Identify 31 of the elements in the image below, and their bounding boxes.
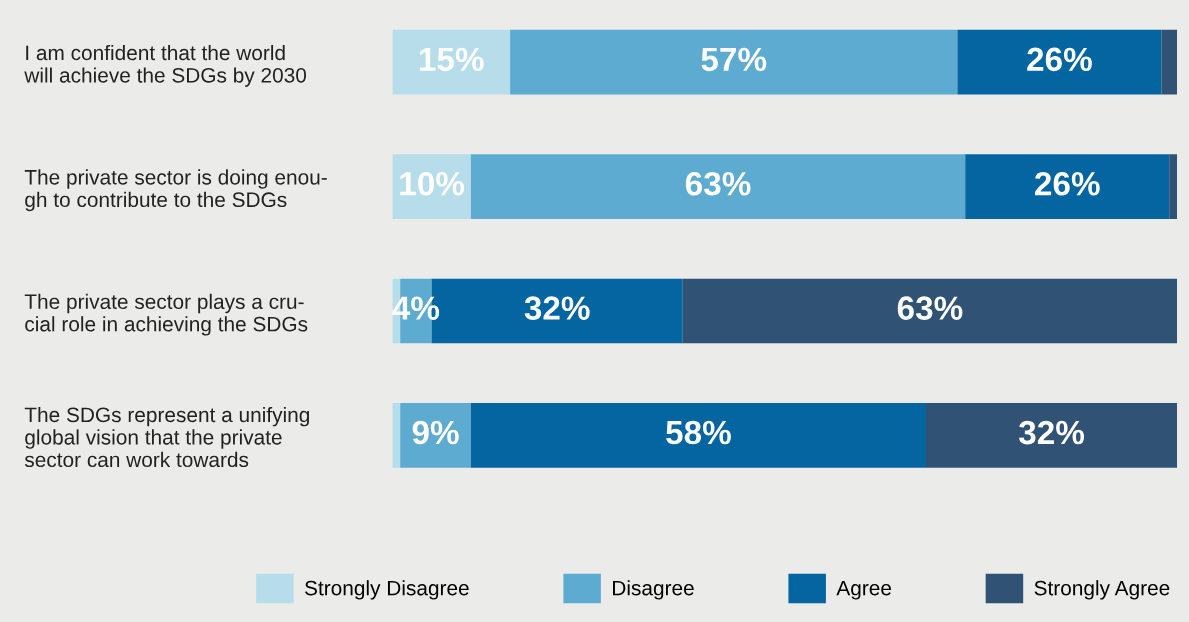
legend-label: Agree: [836, 580, 892, 600]
bar: [1169, 154, 1178, 219]
bar: [925, 403, 1178, 468]
data-label: 63%: [685, 171, 751, 196]
bar: [392, 29, 511, 95]
data-label: 32%: [524, 296, 590, 320]
bar: [400, 403, 471, 468]
data-label: 58%: [666, 420, 731, 445]
data-label: 10%: [400, 171, 465, 196]
data-label: 32%: [1018, 420, 1085, 445]
legend-label: Strongly Disagree: [305, 580, 469, 600]
bar: [682, 278, 1178, 344]
bar: [392, 403, 401, 468]
data-label: 26%: [1035, 171, 1100, 196]
data-label: 15%: [419, 47, 484, 72]
bar: [965, 154, 1170, 219]
y-tick-label: The private sector is doing enou- gh to contribute to the SDGs: [24, 169, 327, 212]
bar: [957, 29, 1162, 95]
bar: [510, 29, 958, 95]
bar: [1161, 29, 1178, 95]
legend-label: Disagree: [613, 580, 694, 600]
y-tick-label: The private sector plays a cru- cial role in achieving the SDGs: [24, 293, 308, 336]
data-label: 9%: [412, 420, 459, 445]
legend-label: Strongly Agree: [1034, 580, 1170, 600]
data-label: 26%: [1027, 47, 1092, 72]
data-label: 57%: [701, 47, 767, 72]
bar: [470, 154, 966, 219]
bar: [470, 403, 926, 468]
y-tick-label: The SDGs represent a unifying global vision that the private sector can work towards: [24, 406, 309, 468]
y-tick-label: I am confident that the world will achieve the SDGs by 2030: [24, 44, 307, 87]
data-label: 63%: [897, 296, 963, 320]
